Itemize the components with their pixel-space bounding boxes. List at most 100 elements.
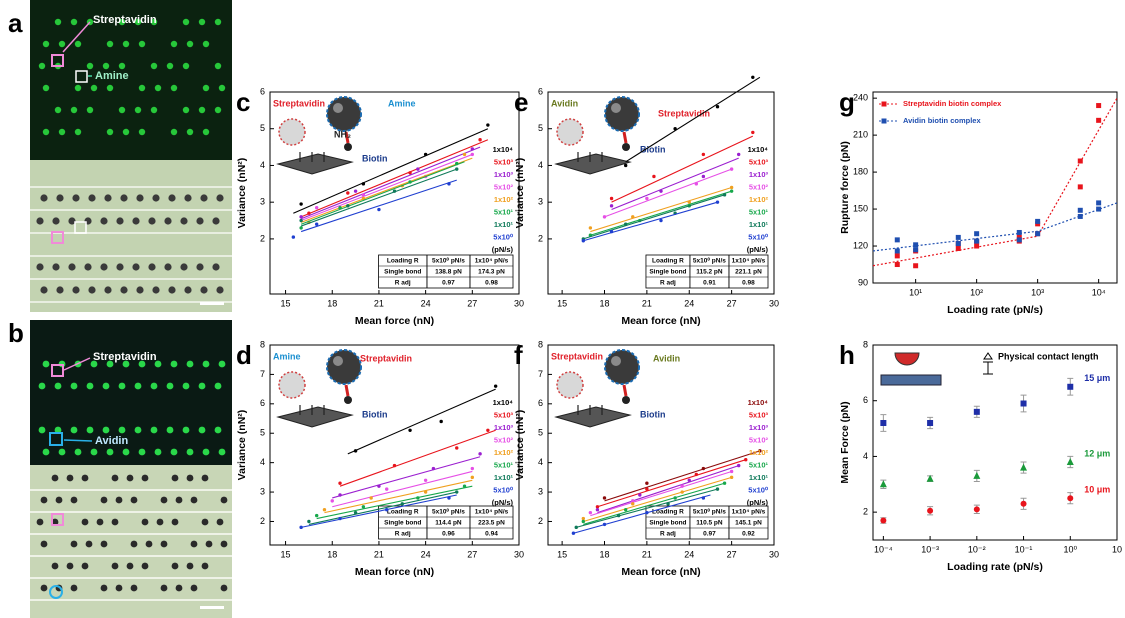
spot [132, 217, 140, 225]
legend-entry: 1x10¹ [494, 220, 514, 229]
x-tick-label: 10⁻¹ [1015, 544, 1033, 554]
spot [141, 474, 149, 482]
cartoon-highlight [333, 103, 343, 113]
table-cell: Single bond [649, 520, 686, 527]
spot [130, 584, 138, 592]
y-tick-label: 5 [538, 428, 543, 438]
data-point [645, 487, 649, 491]
legend-entry: 1x10² [749, 448, 769, 457]
x-tick-label: 18 [327, 549, 337, 559]
spot [186, 128, 194, 136]
spot [42, 40, 50, 48]
data-point [1020, 400, 1027, 407]
data-point [973, 506, 980, 513]
data-point [1077, 213, 1083, 219]
data-point [455, 161, 459, 166]
data-point [299, 218, 303, 223]
fit-line [316, 485, 473, 520]
spot [138, 448, 146, 456]
panel-label: b [8, 318, 24, 348]
data-point [927, 420, 934, 426]
highlight-box [75, 70, 88, 83]
legend-entry: 5x10¹ [749, 207, 769, 216]
y-tick-label: 3 [538, 197, 543, 207]
spot [156, 518, 164, 526]
data-point [338, 205, 342, 210]
data-point [486, 123, 490, 127]
spot [171, 562, 179, 570]
data-point [973, 408, 980, 415]
data-point [894, 237, 900, 243]
y-tick-label: 3 [538, 486, 543, 496]
data-point [478, 452, 482, 456]
x-tick-label: 27 [467, 298, 477, 308]
spot [42, 360, 50, 368]
x-tick-label: 15 [557, 298, 567, 308]
y-tick-label: 2 [260, 233, 265, 243]
data-point [581, 516, 586, 521]
data-point [609, 229, 614, 234]
fit-line [604, 168, 732, 218]
spot [90, 448, 98, 456]
spot [182, 426, 190, 434]
y-tick-label: 6 [863, 395, 868, 405]
data-point [879, 480, 887, 488]
pointer [62, 21, 91, 53]
fit-line [611, 135, 754, 203]
spot [170, 448, 178, 456]
spot [96, 518, 104, 526]
plot-frame [547, 91, 775, 295]
fit-line [339, 429, 496, 487]
cartoon-particle [278, 118, 306, 146]
table-cell: 0.94 [485, 531, 498, 538]
spot [106, 84, 114, 92]
data-point [926, 474, 934, 482]
spot [58, 448, 66, 456]
spot [74, 84, 82, 92]
data-point [722, 193, 727, 197]
fit-line [604, 450, 761, 502]
spot [88, 286, 96, 294]
spot [171, 474, 179, 482]
y-tick-label: 6 [260, 86, 265, 96]
data-point [701, 496, 706, 500]
spot [118, 426, 126, 434]
data-point [377, 484, 381, 488]
legend-entry: 5x10² [494, 182, 514, 191]
data-point [385, 508, 389, 512]
x-tick-label: 10² [970, 287, 983, 297]
data-point [722, 481, 727, 485]
fit-line [576, 488, 718, 528]
spot [86, 62, 94, 70]
legend-entry: 1x10⁴ [748, 398, 769, 407]
data-point [588, 226, 593, 230]
spot [182, 62, 190, 70]
y-tick-label: 5 [260, 428, 265, 438]
table-cell: 138.8 pN [435, 269, 462, 276]
spot [51, 562, 59, 570]
cartoon-biotin [344, 396, 352, 404]
x-tick-label: 30 [769, 298, 779, 308]
spot [51, 518, 59, 526]
fit-line [625, 76, 761, 163]
spot [122, 40, 130, 48]
image-annotation: Avidin [95, 435, 128, 447]
spot [116, 217, 124, 225]
spot [115, 584, 123, 592]
data-point [673, 496, 677, 500]
data-point [758, 449, 762, 453]
x-axis-label: Mean force (nN) [355, 315, 434, 327]
legend-entry: 5x10⁰ [493, 485, 514, 494]
data-point [470, 152, 475, 157]
x-tick-label: 10¹ [909, 287, 922, 297]
legend-entry: 1x10⁴ [748, 145, 769, 154]
x-tick-label: 24 [684, 298, 694, 308]
panel-label: a [8, 8, 23, 38]
y-tick-label: 90 [858, 277, 868, 287]
table-cell: 5x10⁰ pN/s [432, 257, 465, 265]
spot [40, 496, 48, 504]
fit-line [583, 201, 718, 242]
fit-line [583, 482, 725, 525]
highlight-box [51, 231, 64, 244]
legend-entry: Streptavidin biotin complex [903, 99, 1002, 108]
